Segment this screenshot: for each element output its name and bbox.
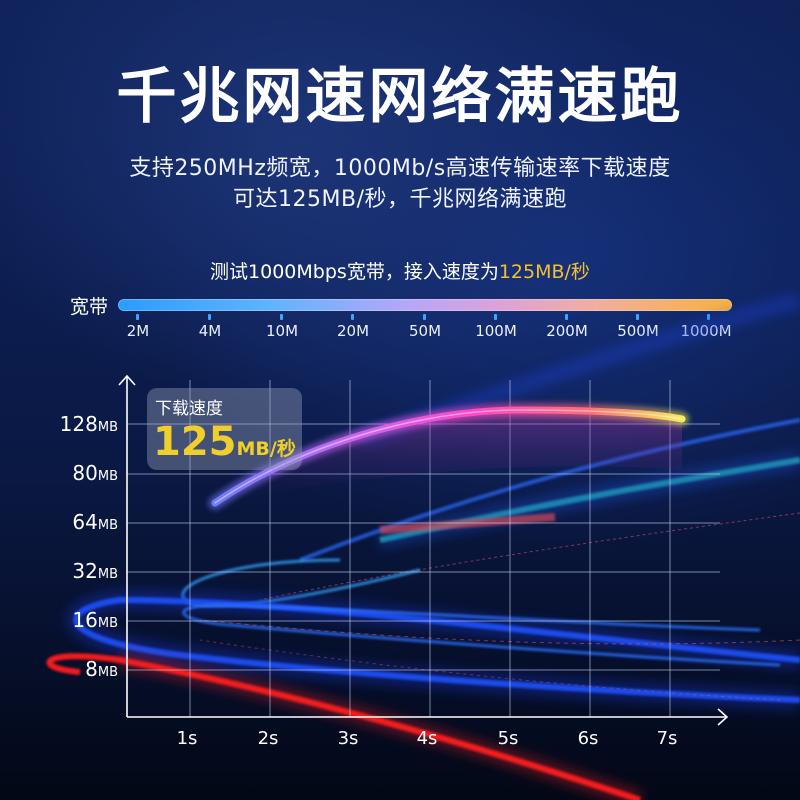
y-tick-label: 32MB	[72, 559, 118, 583]
x-tick-label: 7s	[656, 728, 678, 749]
y-tick-label: 64MB	[72, 510, 118, 534]
x-tick-label: 5s	[497, 728, 519, 749]
callout-value: 125MB/秒	[153, 419, 296, 465]
y-tick-label: 80MB	[72, 461, 118, 485]
bandwidth-tick	[707, 314, 710, 320]
bandwidth-tick	[351, 314, 354, 320]
x-tick-label: 2s	[257, 728, 279, 749]
bandwidth-tick-label: 2M	[126, 322, 150, 340]
bandwidth-tick	[494, 314, 497, 320]
bandwidth-tick-label: 500M	[617, 322, 659, 340]
y-tick-label: 128MB	[59, 412, 118, 436]
chart-axes	[118, 374, 729, 726]
x-tick-label: 1s	[176, 728, 198, 749]
download-speed-curve	[208, 402, 689, 510]
y-tick-label: 8MB	[85, 657, 118, 681]
x-tick-label: 3s	[337, 728, 359, 749]
bandwidth-tick	[565, 314, 568, 320]
bandwidth-tick-label: 20M	[336, 322, 370, 340]
bandwidth-tick	[208, 314, 211, 320]
x-tick-label: 4s	[416, 728, 438, 749]
bandwidth-tick-label: 50M	[408, 322, 442, 340]
bandwidth-gradient-bar	[118, 299, 732, 311]
subtitle-line-2: 可达125MB/秒，千兆网络满速跑	[233, 187, 567, 212]
light-streaks	[46, 293, 800, 800]
test-caption-highlight: 125MB/秒	[498, 261, 590, 283]
test-caption-text: 测试1000Mbps宽带，接入速度为	[210, 261, 499, 283]
bandwidth-tick	[136, 314, 139, 320]
page-title: 千兆网速网络满速跑	[116, 62, 684, 132]
bandwidth-tick-label: 10M	[265, 322, 299, 340]
bandwidth-tick	[280, 314, 283, 320]
bandwidth-tick-label: 100M	[475, 322, 517, 340]
y-tick-label: 16MB	[72, 608, 118, 632]
bandwidth-tick	[636, 314, 639, 320]
callout-label: 下载速度	[155, 399, 223, 419]
x-tick-label: 6s	[577, 728, 599, 749]
bandwidth-tick-label: 4M	[198, 322, 222, 340]
bandwidth-tick	[423, 314, 426, 320]
download-speed-callout: 下载速度 125MB/秒	[147, 388, 302, 470]
bandwidth-test-caption: 测试1000Mbps宽带，接入速度为125MB/秒	[0, 257, 800, 284]
bandwidth-tick-label: 200M	[546, 322, 588, 340]
bandwidth-label: 宽带	[70, 296, 109, 318]
subtitle-line-1: 支持250MHz频宽，1000Mb/s高速传输速率下载速度	[129, 156, 671, 181]
